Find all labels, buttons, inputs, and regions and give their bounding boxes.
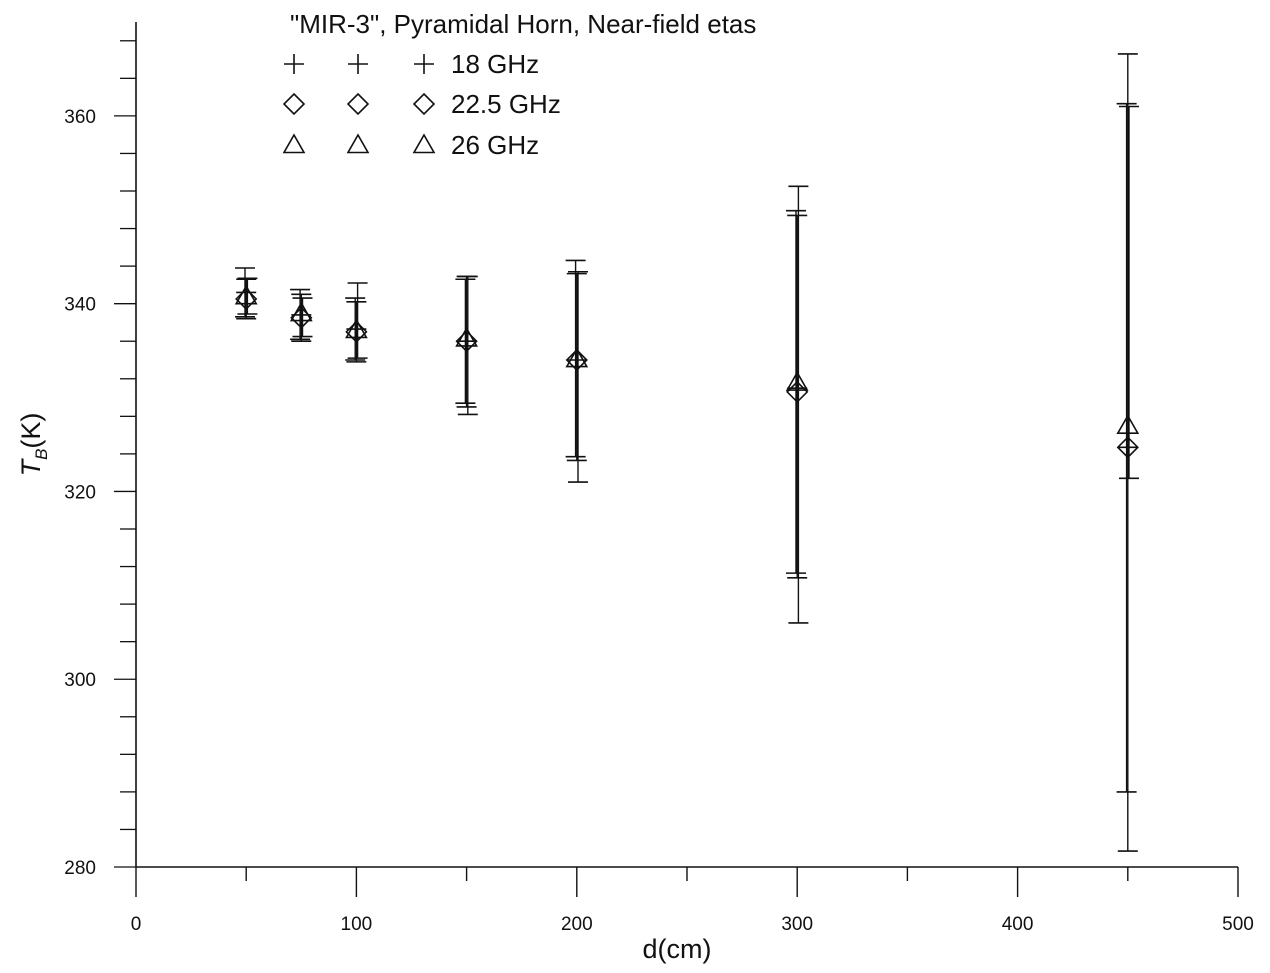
legend-plus-marker: [414, 54, 434, 74]
diamond-marker: [345, 320, 368, 343]
legend: 18 GHz 22.5 GHz 26 GHz: [282, 49, 561, 160]
diamond-marker: [1116, 436, 1139, 459]
legend-label: 26 GHz: [451, 130, 539, 160]
x-axis-title: d(cm): [643, 934, 712, 964]
x-tick-label: 200: [561, 914, 593, 935]
diamond-marker: [565, 348, 588, 372]
triangle-marker: [565, 347, 589, 368]
y-tick-label: 300: [64, 670, 96, 691]
y-tick-label: 280: [64, 858, 96, 879]
y-ticks: 280 300 320 340 360: [64, 40, 136, 879]
y-axis-title-subscript: B: [32, 449, 51, 460]
y-axis-title: TB(K): [16, 413, 51, 477]
x-ticks: 0 100 200 300 400 500: [131, 867, 1254, 935]
data-markers: [234, 282, 1140, 459]
legend-diamond-marker: [412, 92, 436, 116]
y-axis-title-main: T: [16, 457, 46, 476]
legend-label: 22.5 GHz: [451, 89, 561, 119]
diamond-marker: [235, 287, 258, 311]
legend-plus-marker: [348, 54, 368, 74]
x-tick-label: 300: [781, 914, 813, 935]
legend-diamond-marker: [282, 92, 306, 116]
legend-label: 18 GHz: [451, 49, 539, 79]
plus-marker: [1117, 437, 1138, 458]
legend-triangle-marker: [346, 133, 370, 154]
triangle-marker: [289, 301, 313, 322]
triangle-marker: [1116, 414, 1140, 435]
y-tick-label: 320: [64, 482, 96, 503]
chart-title: "MIR-3", Pyramidal Horn, Near-field etas: [290, 9, 756, 39]
x-tick-label: 400: [1002, 914, 1034, 935]
y-tick-label: 340: [64, 295, 96, 316]
legend-diamond-marker: [346, 92, 370, 116]
triangle-marker: [455, 326, 478, 347]
legend-plus-marker: [284, 54, 304, 74]
error-bars: [235, 53, 1139, 852]
diamond-marker: [786, 380, 809, 404]
diamond-marker: [455, 330, 478, 353]
triangle-marker: [785, 370, 809, 391]
triangle-marker: [345, 318, 368, 339]
legend-triangle-marker: [282, 133, 306, 154]
y-tick-label: 360: [64, 107, 96, 128]
x-tick-label: 500: [1222, 914, 1254, 935]
x-tick-label: 100: [341, 914, 373, 935]
x-tick-label: 0: [131, 914, 142, 935]
legend-triangle-marker: [412, 133, 436, 154]
triangle-marker: [234, 284, 258, 305]
y-axis-title-unit: (K): [16, 413, 46, 449]
